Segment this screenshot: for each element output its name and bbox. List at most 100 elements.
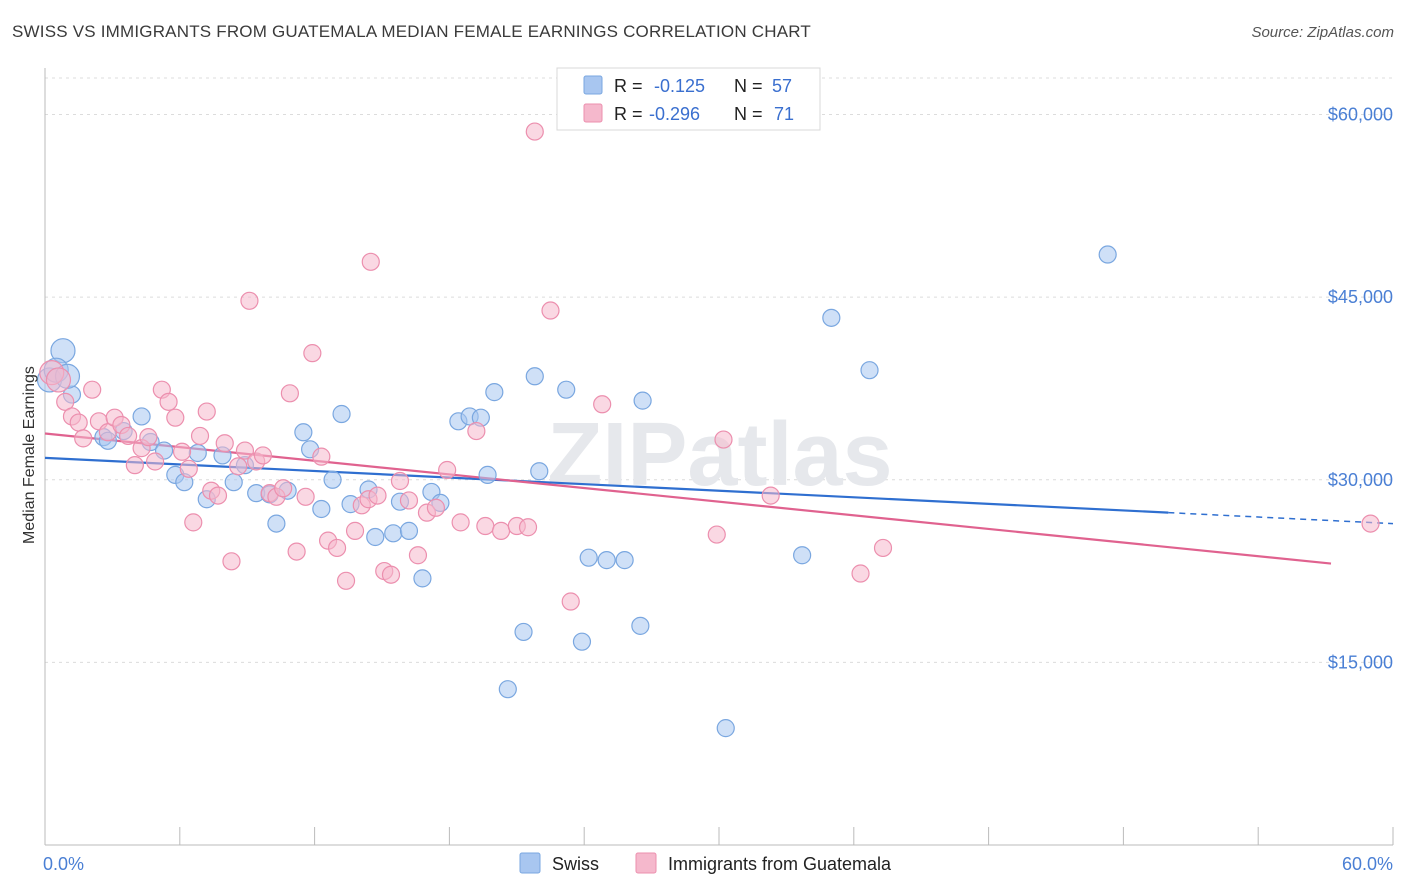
- grid-lines: [45, 77, 1393, 663]
- point-swiss: [860, 361, 879, 380]
- trend-line-swiss-projection: [1168, 511, 1394, 525]
- point-swiss: [572, 632, 592, 651]
- stats-r-label-2: R =: [614, 104, 643, 124]
- data-points: [36, 122, 1380, 738]
- stats-legend-swatch-guatemala: [583, 103, 603, 123]
- point-swiss: [597, 551, 616, 570]
- stats-r-label-1: R =: [614, 76, 643, 96]
- axes: [44, 68, 1394, 846]
- watermark: ZIPatlas: [547, 405, 892, 505]
- point-guatemala: [83, 380, 102, 399]
- x-tick-label-max: 60.0%: [1342, 854, 1393, 874]
- point-guatemala: [208, 486, 228, 505]
- point-guatemala: [190, 426, 210, 446]
- stats-legend-swatch-swiss: [583, 75, 603, 95]
- point-swiss: [716, 719, 735, 738]
- point-swiss: [399, 521, 419, 540]
- point-guatemala: [518, 518, 538, 537]
- point-guatemala: [287, 542, 306, 561]
- point-guatemala: [74, 429, 93, 448]
- point-guatemala: [491, 521, 511, 540]
- point-guatemala: [327, 538, 347, 558]
- point-guatemala: [438, 460, 457, 480]
- point-guatemala: [368, 486, 387, 505]
- stats-n-value-1: 57: [772, 76, 792, 96]
- point-swiss: [224, 473, 243, 492]
- stats-n-label-2: N =: [734, 104, 763, 124]
- point-guatemala: [381, 565, 401, 584]
- point-guatemala: [45, 367, 72, 393]
- point-guatemala: [345, 521, 365, 540]
- point-guatemala: [467, 421, 486, 441]
- point-swiss: [525, 367, 544, 386]
- legend-label-swiss: Swiss: [552, 854, 599, 874]
- point-guatemala: [253, 446, 273, 465]
- point-guatemala: [399, 491, 419, 510]
- legend-label-guatemala: Immigrants from Guatemala: [668, 854, 892, 874]
- point-guatemala: [761, 486, 780, 505]
- stats-n-value-2: 71: [774, 104, 794, 124]
- point-swiss: [478, 465, 497, 484]
- point-guatemala: [707, 525, 726, 544]
- point-swiss: [530, 462, 549, 481]
- point-guatemala: [139, 428, 158, 447]
- point-swiss: [312, 499, 331, 519]
- point-guatemala: [312, 447, 331, 466]
- point-swiss: [413, 569, 432, 588]
- point-guatemala: [303, 344, 322, 363]
- y-tick-label: $45,000: [1328, 287, 1393, 307]
- point-guatemala: [873, 538, 893, 558]
- point-swiss: [366, 527, 385, 547]
- stats-legend: R = -0.125 N = 57 R = -0.296 N = 71: [556, 67, 821, 131]
- stats-r-value-2: -0.296: [649, 104, 700, 124]
- point-guatemala: [240, 291, 259, 310]
- point-guatemala: [172, 442, 192, 461]
- point-swiss: [132, 407, 151, 426]
- y-tick-label: $15,000: [1328, 652, 1393, 672]
- point-guatemala: [336, 571, 356, 590]
- point-guatemala: [296, 487, 315, 506]
- point-swiss: [633, 391, 652, 410]
- point-guatemala: [197, 402, 216, 421]
- y-tick-label: $60,000: [1328, 105, 1393, 125]
- point-guatemala: [145, 452, 165, 471]
- point-swiss: [267, 514, 286, 533]
- point-guatemala: [222, 552, 241, 571]
- point-guatemala: [476, 516, 495, 536]
- point-guatemala: [390, 471, 410, 491]
- point-guatemala: [280, 384, 299, 403]
- point-guatemala: [714, 430, 733, 449]
- point-guatemala: [125, 456, 144, 475]
- point-guatemala: [541, 301, 560, 320]
- point-guatemala: [159, 392, 178, 411]
- point-swiss: [631, 616, 650, 635]
- point-guatemala: [851, 564, 870, 583]
- point-guatemala: [408, 546, 428, 565]
- x-tick-label-min: 0.0%: [43, 854, 84, 874]
- point-swiss: [294, 423, 313, 442]
- point-guatemala: [235, 441, 255, 460]
- y-tick-label: $30,000: [1328, 470, 1393, 490]
- point-swiss: [579, 548, 598, 567]
- point-swiss: [822, 308, 841, 327]
- chart-title: SWISS VS IMMIGRANTS FROM GUATEMALA MEDIA…: [12, 22, 811, 41]
- point-guatemala: [119, 426, 138, 446]
- point-guatemala: [525, 122, 544, 141]
- point-guatemala: [69, 413, 88, 432]
- point-guatemala: [1361, 514, 1380, 533]
- point-guatemala: [561, 592, 580, 611]
- point-guatemala: [274, 479, 293, 498]
- point-swiss: [793, 546, 812, 565]
- point-swiss: [1098, 245, 1117, 264]
- stats-n-label-1: N =: [734, 76, 763, 96]
- point-swiss: [188, 443, 207, 463]
- point-swiss: [332, 404, 351, 424]
- point-guatemala: [166, 408, 185, 427]
- point-guatemala: [593, 395, 612, 414]
- point-swiss: [384, 524, 403, 543]
- point-swiss: [485, 383, 504, 402]
- point-guatemala: [215, 434, 234, 453]
- point-swiss: [514, 622, 533, 642]
- point-guatemala: [361, 252, 380, 271]
- y-axis-label: Median Female Earnings: [21, 366, 38, 544]
